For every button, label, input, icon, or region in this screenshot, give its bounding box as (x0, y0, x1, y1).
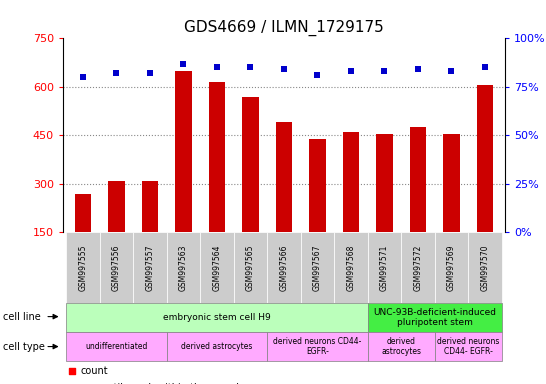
Bar (267, 232, 301, 303)
Point (212, 65, 221, 71)
Bar (267, 332, 367, 361)
Point (413, 66, 422, 73)
Bar (66, 232, 100, 303)
Point (67, 367, 76, 374)
Bar (477, 85, 494, 232)
Bar (376, 134, 393, 232)
Text: cell type: cell type (3, 341, 45, 352)
Bar (367, 332, 435, 361)
Bar (66, 303, 367, 332)
Point (480, 65, 489, 71)
Bar (301, 232, 334, 303)
Point (146, 70, 155, 76)
Bar (367, 303, 502, 332)
Text: GSM997556: GSM997556 (112, 245, 121, 291)
Bar (74, 194, 91, 232)
Text: GSM997564: GSM997564 (212, 245, 222, 291)
Bar (234, 232, 267, 303)
Bar (410, 127, 426, 232)
Point (112, 70, 121, 76)
Bar (342, 132, 359, 232)
Text: GSM997566: GSM997566 (280, 245, 288, 291)
Text: GSM997563: GSM997563 (179, 245, 188, 291)
Text: GSM997567: GSM997567 (313, 245, 322, 291)
Bar (367, 232, 401, 303)
Bar (108, 180, 125, 232)
Text: derived
astrocytes: derived astrocytes (381, 337, 421, 356)
Text: GSM997568: GSM997568 (346, 245, 355, 291)
Bar (309, 139, 326, 232)
Text: GSM997570: GSM997570 (480, 245, 489, 291)
Text: embryonic stem cell H9: embryonic stem cell H9 (163, 313, 271, 322)
Text: GSM997571: GSM997571 (380, 245, 389, 291)
Text: GSM997572: GSM997572 (413, 245, 423, 291)
Text: GSM997569: GSM997569 (447, 245, 456, 291)
Text: GSM997557: GSM997557 (145, 245, 155, 291)
Text: count: count (80, 366, 108, 376)
Point (179, 61, 188, 67)
Point (447, 68, 456, 74)
Text: derived astrocytes: derived astrocytes (181, 342, 253, 351)
Bar (468, 232, 502, 303)
Text: undifferentiated: undifferentiated (85, 342, 147, 351)
Bar (443, 134, 460, 232)
Text: derived neurons CD44-
EGFR-: derived neurons CD44- EGFR- (273, 337, 361, 356)
Bar (209, 82, 225, 232)
Bar (435, 232, 468, 303)
Text: cell line: cell line (3, 311, 41, 322)
Title: GDS4669 / ILMN_1729175: GDS4669 / ILMN_1729175 (184, 20, 384, 36)
Bar (276, 122, 292, 232)
Text: percentile rank within the sample: percentile rank within the sample (80, 383, 246, 384)
Bar (401, 232, 435, 303)
Point (313, 72, 322, 78)
Text: GSM997565: GSM997565 (246, 245, 255, 291)
Bar (435, 332, 502, 361)
Bar (167, 332, 267, 361)
Text: GSM997555: GSM997555 (79, 245, 87, 291)
Point (380, 68, 389, 74)
Point (79, 74, 87, 80)
Point (246, 65, 255, 71)
Bar (66, 332, 167, 361)
Text: derived neurons
CD44- EGFR-: derived neurons CD44- EGFR- (437, 337, 500, 356)
Bar (200, 232, 234, 303)
Bar (100, 232, 133, 303)
Bar (175, 71, 192, 232)
Bar (334, 232, 367, 303)
Bar (242, 96, 259, 232)
Bar (133, 232, 167, 303)
Bar (141, 180, 158, 232)
Bar (167, 232, 200, 303)
Point (347, 68, 355, 74)
Point (280, 66, 288, 73)
Text: UNC-93B-deficient-induced
pluripotent stem: UNC-93B-deficient-induced pluripotent st… (373, 308, 496, 328)
